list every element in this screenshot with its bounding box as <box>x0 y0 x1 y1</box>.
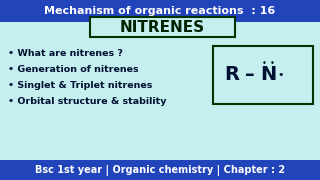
Bar <box>90 17 235 37</box>
Text: •: • <box>269 60 275 69</box>
Bar <box>213 46 313 104</box>
Text: N: N <box>260 66 276 84</box>
Text: • Orbital structure & stability: • Orbital structure & stability <box>8 96 166 105</box>
Text: Mechanism of organic reactions  : 16: Mechanism of organic reactions : 16 <box>44 6 276 16</box>
Text: –: – <box>245 66 255 84</box>
Text: R: R <box>225 66 239 84</box>
Text: Bsc 1st year | Organic chemistry | Chapter : 2: Bsc 1st year | Organic chemistry | Chapt… <box>35 165 285 176</box>
Text: •: • <box>278 70 284 80</box>
Text: • Singlet & Triplet nitrenes: • Singlet & Triplet nitrenes <box>8 80 152 89</box>
Bar <box>0 160 320 180</box>
Text: • Generation of nitrenes: • Generation of nitrenes <box>8 64 139 73</box>
Text: • What are nitrenes ?: • What are nitrenes ? <box>8 48 123 57</box>
Text: •: • <box>261 60 267 69</box>
Bar <box>0 0 320 22</box>
Text: NITRENES: NITRENES <box>120 19 205 35</box>
